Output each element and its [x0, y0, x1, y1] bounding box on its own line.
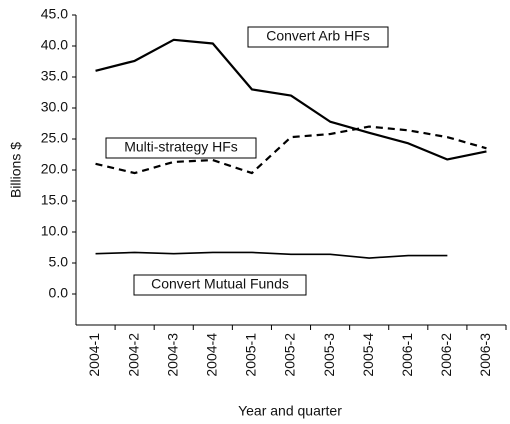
series-label: Convert Arb HFs	[266, 28, 369, 44]
series-label: Convert Mutual Funds	[151, 276, 289, 292]
x-tick-label: 2006-2	[438, 333, 454, 377]
y-tick-label: 10.0	[41, 223, 68, 239]
x-tick-label: 2005-2	[282, 333, 298, 377]
x-tick-label: 2005-3	[321, 333, 337, 377]
y-tick-label: 45.0	[41, 6, 68, 22]
series-label-box	[247, 26, 389, 48]
x-tick-label: 2004-1	[86, 333, 102, 377]
y-tick-label: 30.0	[41, 99, 68, 115]
line-series	[95, 251, 448, 259]
series-label: Multi-strategy HFs	[124, 139, 238, 155]
x-tick-label: 2006-1	[399, 333, 415, 377]
x-tick-label: 2004-2	[125, 333, 141, 377]
x-tick-label: 2005-4	[360, 333, 376, 377]
series-label-box	[133, 274, 307, 296]
x-tick-label: 2004-3	[164, 333, 180, 377]
y-tick-label: 5.0	[49, 254, 69, 270]
y-tick-label: 35.0	[41, 68, 68, 84]
y-axis-label: Billions $	[8, 142, 24, 198]
y-tick-label: 25.0	[41, 130, 68, 146]
y-tick-label: 0.0	[49, 285, 69, 301]
x-tick-label: 2006-3	[477, 333, 493, 377]
series-label-box	[105, 137, 257, 159]
y-tick-label: 40.0	[41, 37, 68, 53]
x-tick-label: 2005-1	[243, 333, 259, 377]
line-series	[95, 38, 487, 161]
y-tick-label: 15.0	[41, 192, 68, 208]
x-tick-label: 2004-4	[204, 333, 220, 377]
y-tick-label: 20.0	[41, 161, 68, 177]
x-axis-label: Year and quarter	[238, 403, 342, 419]
